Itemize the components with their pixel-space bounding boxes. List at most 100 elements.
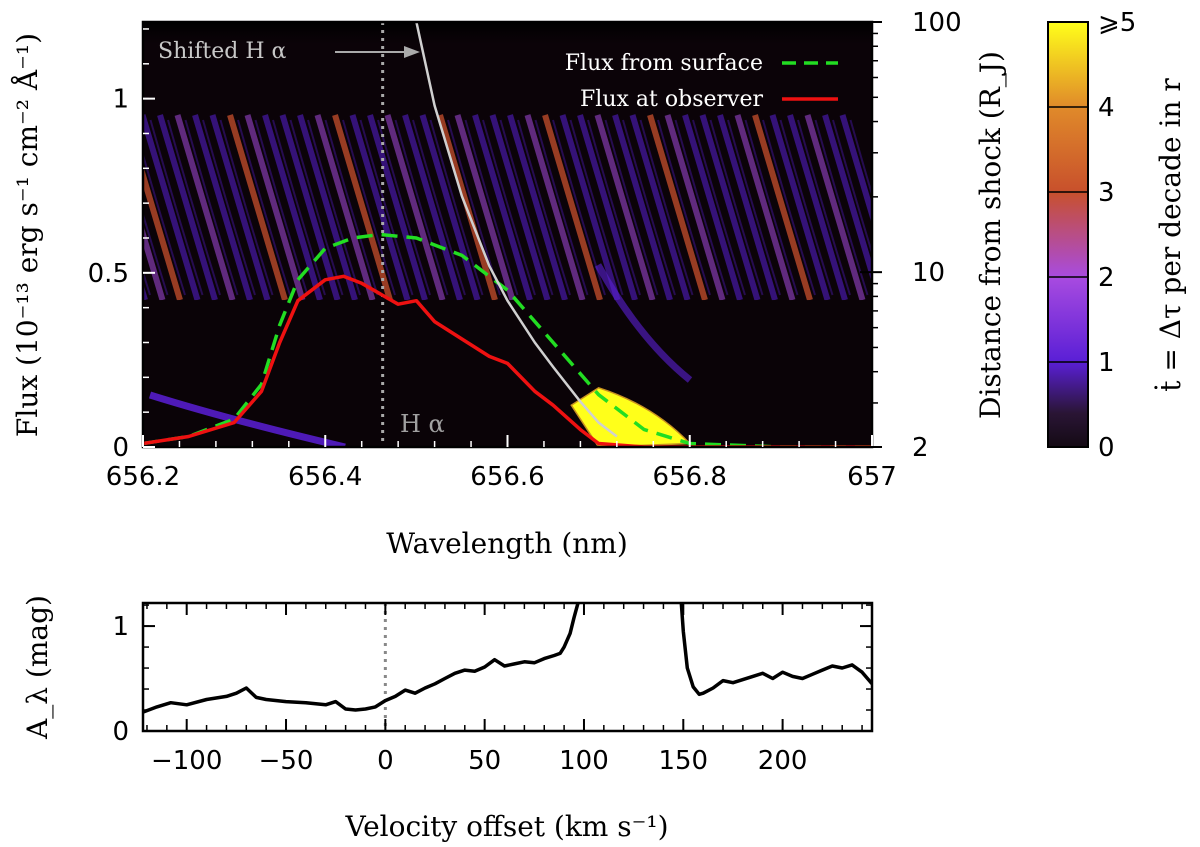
heatmap-streak-fine	[622, 119, 676, 296]
heatmap-streak-fine	[674, 119, 729, 296]
heatmap-streak	[314, 114, 376, 301]
heatmap-layer	[143, 22, 872, 447]
heatmap-streak-fine	[552, 119, 606, 296]
series-line-1	[143, 274, 872, 447]
colorbar-ticks: 0 1 2 3 4 ⩾5	[1048, 8, 1136, 463]
heatmap-streak-fine	[219, 119, 274, 296]
heatmap-streak-fine	[342, 119, 396, 296]
x-tick-label: 656.8	[653, 462, 727, 492]
y-tick-label: 1	[112, 85, 129, 115]
heatmap-streak	[752, 114, 813, 301]
heatmap-streak-fine	[167, 119, 221, 296]
y-tick-label: 0.5	[88, 259, 129, 289]
heatmap-streak-fine	[394, 119, 449, 296]
bottom-x-tick-label: −100	[151, 746, 222, 776]
heatmap-streak	[699, 114, 761, 301]
heatmap-streak-fine	[727, 119, 781, 296]
bottom-y-tick-label: 1	[112, 612, 129, 642]
x-tick-label: 656.6	[470, 462, 544, 492]
heatmap-streak-fine	[149, 119, 204, 296]
bottom-x-tick-label: −50	[259, 746, 314, 776]
top-series-group	[143, 22, 872, 447]
heatmap-streak	[822, 114, 872, 284]
heatmap-fade-top	[143, 22, 872, 132]
bottom-panel: −100 −50 0 50 100 150 200 01 Velocity offset (…	[21, 595, 874, 843]
bottom-y-tick-label: 0	[112, 717, 129, 747]
heatmap-streak	[559, 114, 621, 301]
y2-tick-label: 2	[912, 433, 929, 463]
heatmap-streak-fine	[254, 119, 309, 296]
y-tick-label: 0	[112, 433, 129, 463]
heatmap-streak	[804, 114, 866, 301]
heatmap-streak-fine	[587, 119, 641, 296]
heatmap-streak	[143, 165, 183, 301]
heatmap-track	[148, 391, 346, 447]
heatmap-streak	[384, 114, 446, 301]
heatmap-streak	[647, 114, 708, 301]
bottom-x-axis-title: Velocity offset (km s⁻¹)	[344, 810, 668, 843]
shifted-halpha-arrowhead	[404, 46, 420, 58]
colorbar-tick-label: ⩾5	[1098, 8, 1136, 38]
heatmap-streak-fine	[143, 211, 169, 296]
heatmap-streak	[227, 114, 288, 301]
heatmap-streak	[209, 114, 271, 301]
series-line-2	[415, 22, 618, 438]
heatmap-streak	[367, 114, 428, 301]
heatmap-streak	[839, 114, 872, 226]
top-y2-ticks: 2 10 100	[860, 8, 962, 463]
heatmap-streak-fine	[639, 119, 694, 296]
bottom-x-tick-label: 0	[377, 746, 394, 776]
heatmap-streak-fine	[272, 119, 326, 296]
heatmap-streak	[437, 114, 498, 301]
heatmap-streak	[787, 114, 848, 301]
heatmap-streak-fine	[324, 119, 379, 296]
series-line-0	[143, 232, 872, 447]
heatmap-streak	[279, 114, 341, 301]
bottom-x-tick-label: 150	[658, 746, 708, 776]
bottom-x-tick-label: 200	[758, 746, 808, 776]
heatmap-streak	[577, 114, 638, 301]
heatmap-streak-fine	[482, 119, 536, 296]
heatmap-streak-fine	[237, 119, 291, 296]
heatmap-streak-fine	[184, 119, 239, 296]
heatmap-streak	[143, 114, 201, 301]
heatmap-streak-fine	[289, 119, 344, 296]
top-x-axis-title: Wavelength (nm)	[386, 527, 628, 560]
heatmap-streak	[542, 114, 603, 301]
heatmap-streak-fine	[307, 119, 361, 296]
heatmap-streak	[157, 114, 218, 301]
x-tick-label: 657	[847, 462, 897, 492]
colorbar-tick-label: 1	[1098, 348, 1115, 378]
heatmap-streak-fine	[143, 151, 186, 296]
bottom-y-ticks: 01	[112, 604, 872, 747]
heatmap-streak-fine	[849, 119, 872, 198]
bottom-y-axis-title: A_λ (mag)	[21, 595, 54, 740]
heatmap-streak	[244, 114, 306, 301]
bottom-series-group	[143, 603, 872, 714]
heatmap-streak-fine	[534, 119, 589, 296]
heatmap-streak	[472, 114, 533, 301]
heatmap-streak-fine	[429, 119, 484, 296]
heatmap-streak-fine	[744, 119, 799, 296]
heatmap-streak-fine	[604, 119, 659, 296]
heatmap-streak	[664, 114, 726, 301]
top-legend: Flux from surface Flux at observer	[565, 51, 838, 112]
heatmap-streak	[454, 114, 516, 301]
heatmap-streak-fine	[412, 119, 466, 296]
heatmap-streak-fine	[762, 119, 816, 296]
heatmap-streak	[524, 114, 586, 301]
heatmap-streak	[769, 114, 831, 301]
heatmap-streak-fine	[814, 119, 869, 296]
heatmap-streak-fine	[779, 119, 834, 296]
colorbar-title: ṫ = Δτ per decade in r	[1153, 78, 1187, 392]
bottom-x-ticks: −100 −50 0 50 100 150 200	[146, 603, 863, 776]
bottom-plot-frame	[141, 601, 874, 733]
top-y-axis-title: Flux (10⁻¹³ erg s⁻¹ cm⁻² Å⁻¹)	[11, 33, 44, 437]
heatmap-streak	[507, 114, 568, 301]
heatmap-streak-fine	[797, 119, 851, 296]
heatmap-streak	[143, 224, 166, 301]
heatmap-streak	[734, 114, 796, 301]
x-tick-label: 656.4	[288, 462, 362, 492]
